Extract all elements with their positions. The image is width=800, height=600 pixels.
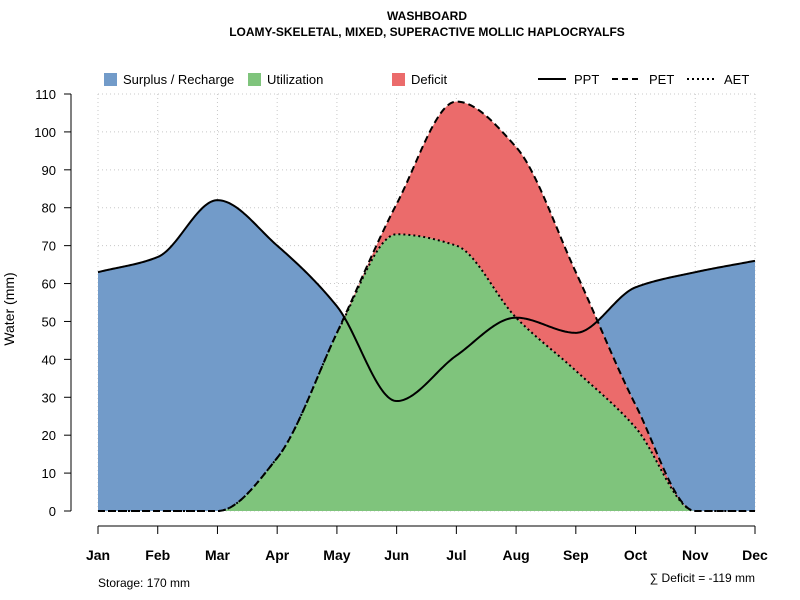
y-axis-label: Water (mm) (1, 272, 17, 345)
y-tick-label-11: 110 (35, 87, 56, 102)
y-tick-label-0: 0 (49, 504, 56, 519)
y-tick-label-4: 40 (42, 352, 56, 367)
series-lines (97, 100, 756, 512)
y-tick-label-1: 10 (42, 466, 56, 481)
legend-label-ppt: PPT (574, 72, 599, 87)
axes: 0 10 20 30 40 50 60 70 80 90 100 110 Jan Feb Mar Apr May… (34, 87, 768, 563)
chart-subtitle: LOAMY-SKELETAL, MIXED, SUPERACTIVE MOLLI… (229, 25, 625, 39)
deficit-area (98, 101, 755, 511)
utilization-area (98, 234, 755, 511)
legend-label-deficit: Deficit (411, 72, 448, 87)
y-tick-label-10: 100 (34, 125, 56, 140)
storage-note: Storage: 170 mm (98, 576, 190, 590)
x-tick-label-1: Feb (145, 547, 170, 563)
ppt-line (97, 199, 756, 403)
x-tick-label-4: May (323, 547, 350, 563)
x-tick-label-0: Jan (86, 547, 110, 563)
areas (98, 101, 755, 511)
x-tick-label-9: Oct (624, 547, 648, 563)
legend-swatch-surplus (104, 73, 117, 86)
y-tick-label-7: 70 (42, 239, 56, 254)
legend-label-pet: PET (649, 72, 674, 87)
pet-line (98, 100, 755, 512)
y-tick-label-6: 60 (42, 277, 56, 292)
x-tick-label-7: Aug (502, 547, 529, 563)
y-tick-label-3: 30 (42, 390, 56, 405)
y-tick-label-5: 50 (42, 314, 56, 329)
y-tick-label-2: 20 (42, 428, 56, 443)
legend-label-surplus: Surplus / Recharge (123, 72, 234, 87)
legend-label-aet: AET (724, 72, 749, 87)
deficit-note: ∑ Deficit = -119 mm (650, 571, 755, 585)
legend-label-utilization: Utilization (267, 72, 323, 87)
legend: Surplus / Recharge Utilization Deficit P… (104, 72, 749, 87)
x-tick-label-2: Mar (205, 547, 230, 563)
legend-swatch-utilization (248, 73, 261, 86)
x-tick-label-8: Sep (563, 547, 589, 563)
legend-swatch-deficit (392, 73, 405, 86)
y-tick-label-8: 80 (42, 201, 56, 216)
x-tick-label-11: Dec (742, 547, 768, 563)
y-tick-label-9: 90 (42, 163, 56, 178)
x-tick-label-5: Jun (384, 547, 409, 563)
chart-title: WASHBOARD (387, 9, 467, 23)
surplus-area (98, 101, 755, 511)
x-tick-label-6: Jul (446, 547, 466, 563)
x-tick-label-3: Apr (265, 547, 290, 563)
x-tick-label-10: Nov (682, 547, 709, 563)
